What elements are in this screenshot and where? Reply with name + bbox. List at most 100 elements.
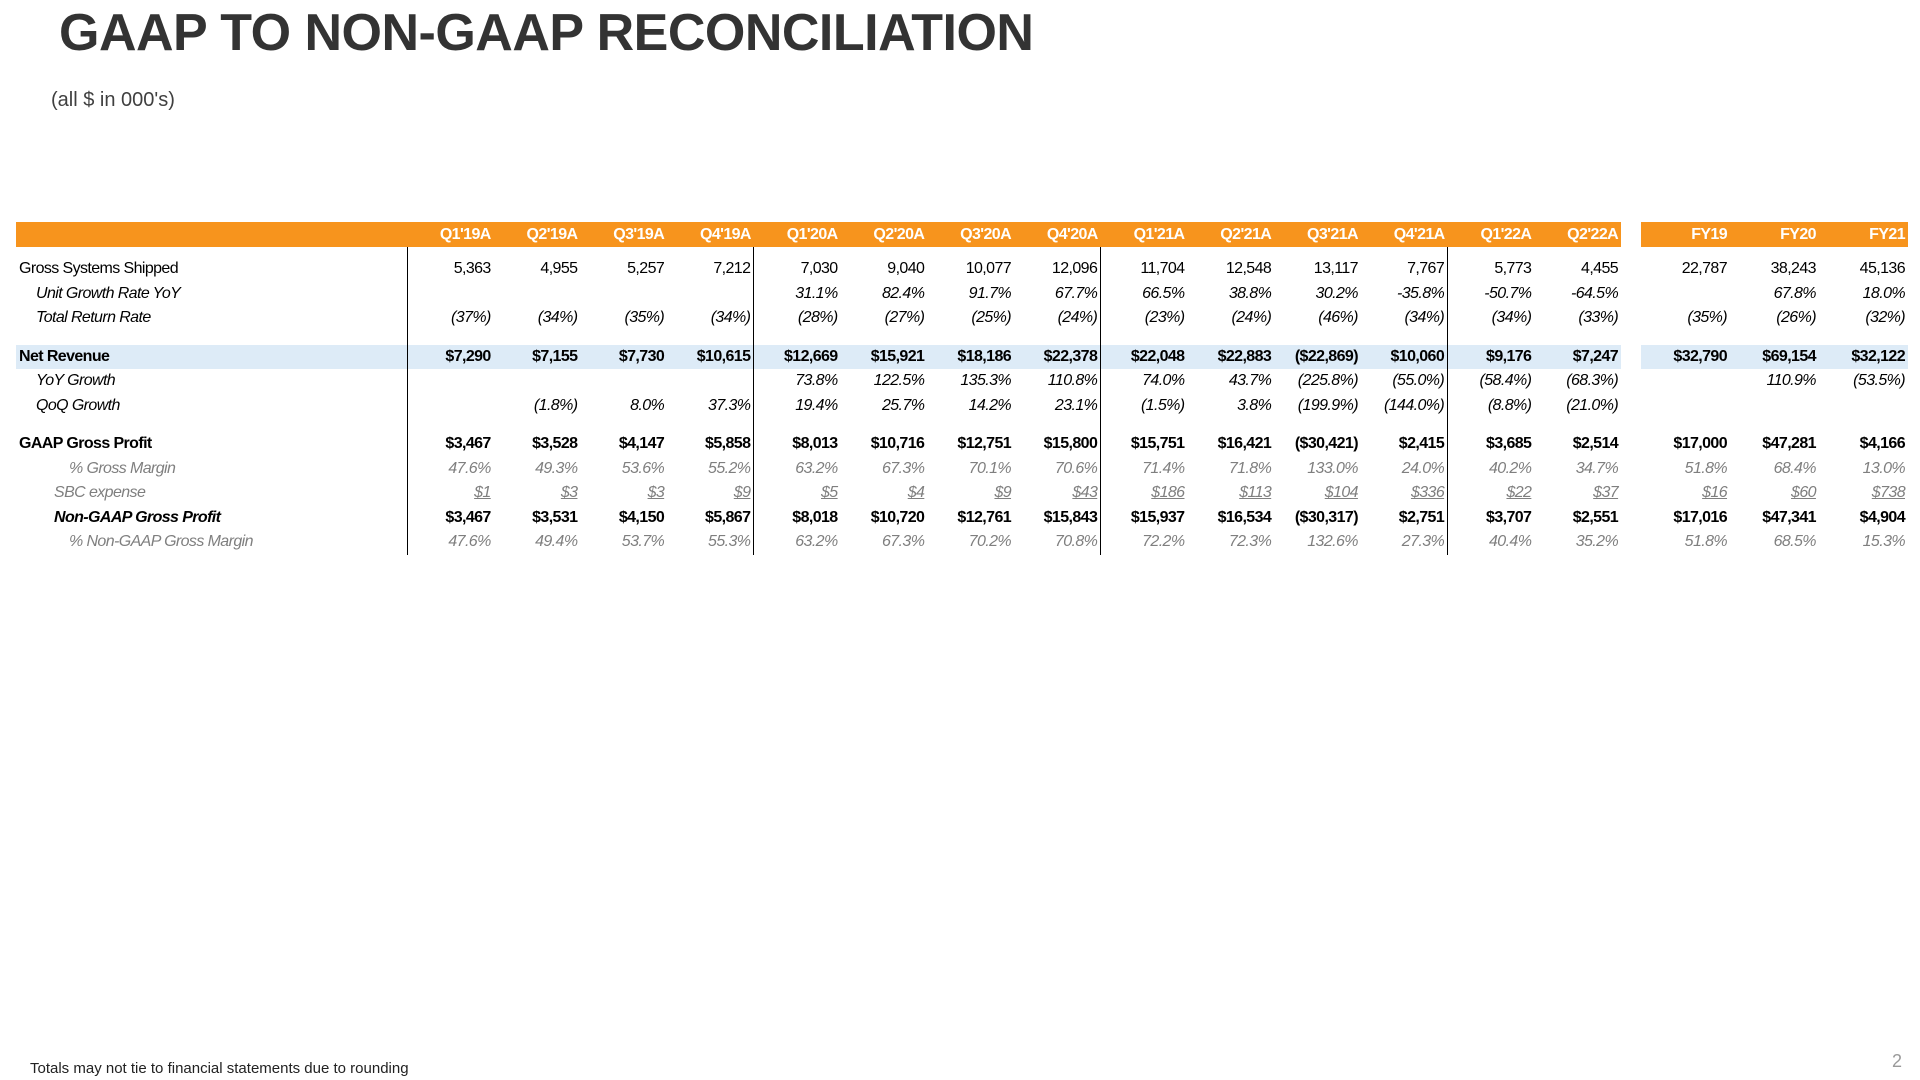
fiscal-year-value-cell: 68.5% xyxy=(1730,530,1819,555)
spacer-cell xyxy=(841,331,928,345)
quarter-value: 67.7% xyxy=(1054,284,1098,302)
quarter-value: 47.6% xyxy=(448,459,491,477)
fiscal-year-value: 51.8% xyxy=(1684,533,1728,551)
quarter-value-cell: -64.5% xyxy=(1534,282,1621,307)
header-quarter: Q3'21A xyxy=(1274,222,1361,247)
spacer-cell xyxy=(494,418,581,432)
quarter-value: $10,615 xyxy=(696,347,751,365)
quarter-value: 110.8% xyxy=(1047,372,1098,390)
spacer-cell xyxy=(1274,331,1361,345)
quarter-value-cell: 53.6% xyxy=(580,457,667,482)
quarter-value: 67.3% xyxy=(881,533,925,551)
quarter-value: 7,212 xyxy=(713,260,751,278)
header-quarter: Q1'19A xyxy=(407,222,494,247)
quarter-value: 63.2% xyxy=(795,459,838,477)
spacer-cell xyxy=(927,418,1014,432)
quarter-value: 11,704 xyxy=(1140,260,1185,278)
quarter-value: $9 xyxy=(733,484,751,502)
quarter-value-cell: 30.2% xyxy=(1274,282,1361,307)
quarter-value-cell: $10,615 xyxy=(667,344,754,369)
spacer-cell xyxy=(1100,247,1188,257)
quarter-value-cell: 55.3% xyxy=(667,530,754,555)
quarter-value: $7,155 xyxy=(532,347,578,365)
table-row: QoQ Growth (1.8%) 8.0% 37.3% 19.4% 25.7% 14.2%… xyxy=(16,393,1908,419)
header-quarter: Q4'21A xyxy=(1360,222,1448,247)
quarter-value: $4,150 xyxy=(618,508,665,526)
quarter-value-cell: 71.8% xyxy=(1187,457,1274,482)
quarter-value: (34%) xyxy=(537,309,578,327)
quarter-value-cell: $12,751 xyxy=(927,432,1014,457)
quarter-value-cell: $2,751 xyxy=(1361,506,1448,531)
fiscal-year-value-cell: $17,016 xyxy=(1641,506,1730,531)
quarter-value: 70.1% xyxy=(968,459,1012,477)
quarter-value-cell: $113 xyxy=(1187,481,1274,506)
reconciliation-table: Q1'19A Q2'19A Q3'19A Q4'19A Q1'20A Q2'20… xyxy=(16,222,1908,555)
quarter-value-cell xyxy=(406,281,494,306)
quarter-value: 47.6% xyxy=(448,533,491,551)
quarter-value-cell: $2,514 xyxy=(1534,432,1621,457)
quarter-value-cell: 70.8% xyxy=(1014,530,1101,555)
quarter-value: 10,077 xyxy=(965,260,1012,278)
row-label: SBC expense xyxy=(54,484,146,502)
spacer-cell xyxy=(1187,247,1274,257)
quarter-value-cell: 7,030 xyxy=(753,257,841,282)
quarter-value: -64.5% xyxy=(1570,284,1619,302)
fiscal-year-value: 15.3% xyxy=(1862,533,1906,551)
column-gap xyxy=(1621,257,1641,282)
quarter-value-cell: 49.3% xyxy=(494,457,581,482)
fiscal-year-value: (32%) xyxy=(1865,309,1905,327)
quarter-value-cell: $22,048 xyxy=(1100,344,1188,369)
fiscal-year-value-cell: 51.8% xyxy=(1641,457,1730,482)
quarter-value-cell: 91.7% xyxy=(927,282,1014,307)
quarter-value-cell: 47.6% xyxy=(406,456,494,481)
fiscal-year-value-cell: $47,341 xyxy=(1730,506,1819,531)
quarter-value-cell: $8,018 xyxy=(753,505,841,530)
quarter-value: $3,467 xyxy=(445,508,491,526)
fiscal-year-value: $47,341 xyxy=(1762,508,1816,526)
quarter-value: $9 xyxy=(994,484,1012,502)
quarter-value-cell: $2,551 xyxy=(1534,506,1621,531)
quarter-value-cell: (33%) xyxy=(1534,306,1621,331)
quarter-value: (58.4%) xyxy=(1479,372,1532,390)
quarter-value: $16,534 xyxy=(1217,508,1272,526)
quarter-value-cell: (25%) xyxy=(927,306,1014,331)
fiscal-year-value: 68.5% xyxy=(1773,533,1817,551)
quarter-value-cell: (27%) xyxy=(841,306,928,331)
quarter-value: 40.4% xyxy=(1488,533,1532,551)
fiscal-year-value-cell: (26%) xyxy=(1730,306,1819,331)
spacer-cell xyxy=(1534,418,1621,432)
fiscal-year-value-cell: $4,166 xyxy=(1819,432,1908,457)
column-gap xyxy=(1621,369,1641,394)
quarter-value-cell: $336 xyxy=(1361,481,1448,506)
quarter-value-cell: 73.8% xyxy=(753,369,841,394)
column-gap xyxy=(1621,432,1641,457)
quarter-value: 49.4% xyxy=(535,533,578,551)
column-gap xyxy=(1621,506,1641,531)
quarter-value: $2,551 xyxy=(1572,508,1619,526)
quarter-value-cell: (1.5%) xyxy=(1100,393,1188,418)
quarter-value-cell: 23.1% xyxy=(1014,394,1101,419)
quarter-value-cell: 25.7% xyxy=(841,394,928,419)
quarter-value-cell: (24%) xyxy=(1014,306,1101,331)
quarter-value: $15,937 xyxy=(1130,508,1185,526)
row-label: % Non-GAAP Gross Margin xyxy=(69,533,253,551)
quarter-value-cell: $5 xyxy=(753,481,841,506)
quarter-value: 53.7% xyxy=(621,533,665,551)
spacer-cell xyxy=(841,247,928,257)
quarter-value-cell: (37%) xyxy=(406,306,494,331)
quarter-value: $3,707 xyxy=(1486,508,1532,526)
quarter-value-cell xyxy=(406,393,494,418)
quarter-value-cell: 132.6% xyxy=(1274,530,1361,555)
quarter-value-cell: 40.4% xyxy=(1447,530,1535,555)
table-row: GAAP Gross Profit $3,467 $3,528 $4,147 $5,85… xyxy=(16,432,1908,457)
spacer-cell xyxy=(1361,247,1448,257)
table-row: Non-GAAP Gross Profit $3,467 $3,531 $4,150 $… xyxy=(16,505,1908,531)
quarter-value-cell: $3 xyxy=(494,481,581,506)
spacer-cell xyxy=(16,247,407,257)
spacer-cell xyxy=(1447,330,1535,345)
column-gap xyxy=(1621,457,1641,482)
quarter-value-cell: $3,467 xyxy=(406,432,494,457)
spacer-cell xyxy=(753,247,841,257)
quarter-value: 34.7% xyxy=(1575,459,1619,477)
quarter-value: 5,257 xyxy=(627,260,665,278)
